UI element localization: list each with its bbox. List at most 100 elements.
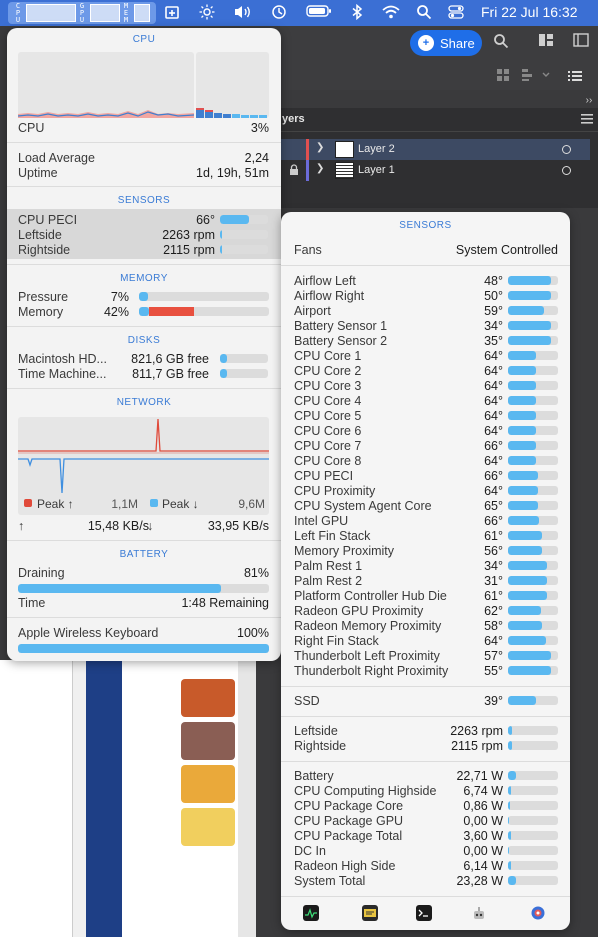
battery-status-label: Draining	[18, 566, 65, 580]
bluetooth-icon[interactable]	[348, 3, 366, 22]
pressure-label: Pressure	[18, 290, 69, 304]
search-icon[interactable]	[415, 4, 433, 22]
sensor-value: 61°	[484, 529, 503, 543]
sensor-label: Left Fin Stack	[294, 529, 371, 543]
sensor-label: Radeon High Side	[294, 859, 396, 873]
layer-thumbnail	[335, 162, 354, 179]
disk-label: Macintosh HD...	[18, 352, 107, 366]
pressure-bar	[139, 292, 269, 301]
sensor-value: 0,00 W	[463, 814, 503, 828]
sensors-title: SENSORS	[399, 220, 452, 231]
wifi-icon[interactable]	[381, 4, 401, 22]
layer-target[interactable]	[562, 166, 571, 175]
disk-label: Time Machine...	[18, 367, 107, 381]
load-average-label: Load Average	[18, 151, 95, 165]
activity-monitor-icon[interactable]	[303, 905, 319, 921]
sensor-label: Radeon Memory Proximity	[294, 619, 442, 633]
color-swatch[interactable]	[181, 722, 235, 760]
network-section-title: NETWORK	[116, 397, 172, 408]
sensor-label: CPU PECI	[18, 213, 78, 227]
sidebar-toggle-icon[interactable]	[572, 33, 590, 51]
sensor-label: Battery Sensor 1	[294, 319, 388, 333]
cpu-mini-graph[interactable]	[26, 4, 76, 22]
divider	[7, 186, 281, 187]
stats-icon[interactable]	[163, 4, 181, 22]
search-icon[interactable]	[492, 33, 510, 51]
sensor-label: CPU Core 7	[294, 439, 362, 453]
color-swatch[interactable]	[181, 765, 235, 803]
sensor-bar	[508, 441, 558, 450]
layer-row[interactable]: ❯ Layer 1	[280, 160, 590, 181]
battery-time-label: Time	[18, 596, 46, 610]
mem-mini-graph[interactable]	[134, 4, 150, 22]
grid-icon[interactable]	[494, 68, 512, 86]
sensor-bar	[508, 306, 558, 315]
sensor-label: Thunderbolt Right Proximity	[294, 664, 449, 678]
sensor-bar	[220, 215, 268, 224]
sensor-value: 64°	[484, 349, 503, 363]
sensor-value: 3,60 W	[463, 829, 503, 843]
divider	[7, 142, 281, 143]
mem-mini-label: M E M	[123, 2, 129, 24]
sensor-bar	[508, 291, 558, 300]
scrollbar[interactable]	[238, 660, 256, 937]
brightness-icon[interactable]	[198, 4, 216, 22]
control-center-icon[interactable]	[447, 4, 465, 22]
disk-bar	[220, 354, 268, 363]
sensor-bar	[508, 846, 558, 855]
menu-icon[interactable]	[578, 110, 596, 128]
chevron-right-icon[interactable]: ❯	[316, 163, 325, 174]
console-icon[interactable]	[362, 905, 378, 921]
sensor-bar	[508, 876, 558, 885]
sensor-value: 2115 rpm	[451, 739, 503, 753]
panels-icon[interactable]	[537, 33, 555, 51]
divider	[281, 686, 570, 687]
memory-bar	[139, 307, 269, 316]
chevron-right-icon[interactable]: ❯	[316, 142, 325, 153]
sensor-label: CPU Computing Highside	[294, 784, 437, 798]
expand-panel-icon[interactable]: ››	[585, 95, 593, 106]
list-icon[interactable]	[566, 68, 584, 86]
sensor-label: CPU Core 5	[294, 409, 362, 423]
fans-mode[interactable]: System Controlled	[455, 243, 558, 257]
sensor-bar	[508, 321, 558, 330]
sensor-label: CPU Package Total	[294, 829, 403, 843]
sensor-bar	[508, 666, 558, 675]
cpu-history-chart	[17, 52, 195, 118]
sensor-value: 55°	[484, 664, 503, 678]
sensor-bar	[508, 351, 558, 360]
share-button[interactable]: + Share	[410, 30, 482, 56]
time-machine-icon[interactable]	[270, 4, 288, 22]
lock-icon[interactable]	[289, 164, 299, 179]
sensor-label: System Total	[294, 874, 366, 888]
sensor-label: CPU Core 8	[294, 454, 362, 468]
sensor-value: 39°	[484, 694, 503, 708]
disk-value: 821,6 GB free	[131, 352, 209, 366]
cpu-label: CPU	[18, 121, 45, 135]
panel-gap	[256, 620, 280, 937]
sensor-value: 48°	[484, 274, 503, 288]
device-label: Apple Wireless Keyboard	[18, 626, 159, 640]
sensor-value: 0,00 W	[463, 844, 503, 858]
arrange-icon[interactable]	[520, 68, 554, 86]
color-swatch[interactable]	[181, 808, 235, 846]
battery-percent: 81%	[243, 566, 269, 580]
gpu-mini-graph[interactable]	[90, 4, 120, 22]
settings-icon[interactable]	[530, 905, 546, 921]
layer-thumbnail	[335, 141, 354, 158]
battery-icon[interactable]	[306, 4, 332, 22]
color-swatch[interactable]	[181, 679, 235, 717]
sensor-label: CPU Core 6	[294, 424, 362, 438]
sensor-value: 66°	[484, 514, 503, 528]
peak-upload-value: 1,1M	[111, 497, 138, 511]
person-add-icon: +	[418, 35, 434, 51]
sensor-label: Platform Controller Hub Die	[294, 589, 447, 603]
layer-row[interactable]: ❯ Layer 2	[280, 139, 590, 160]
robot-icon[interactable]	[471, 905, 487, 921]
sensor-bar	[508, 366, 558, 375]
terminal-icon[interactable]	[416, 905, 432, 921]
volume-icon[interactable]	[232, 4, 254, 22]
clock[interactable]: Fri 22 Jul 16:32	[481, 4, 578, 20]
layer-target[interactable]	[562, 145, 571, 154]
sensor-bar	[508, 516, 558, 525]
